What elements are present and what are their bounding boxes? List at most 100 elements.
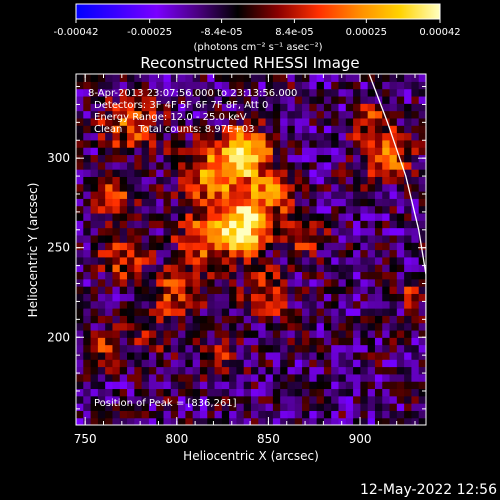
heatmap-cell [207, 256, 216, 265]
heatmap-cell [258, 395, 267, 404]
heatmap-cell [287, 205, 296, 214]
heatmap-cell [404, 176, 413, 185]
heatmap-cell [411, 161, 420, 170]
heatmap-cell [229, 95, 238, 104]
heatmap-cell [418, 81, 426, 90]
heatmap-cell [119, 264, 128, 273]
heatmap-cell [156, 139, 165, 148]
heatmap-cell [251, 103, 259, 112]
heatmap-cell [236, 81, 245, 90]
heatmap-cell [309, 169, 318, 177]
heatmap-cell [112, 161, 121, 170]
heatmap-cell [309, 337, 318, 346]
heatmap-cell [76, 125, 84, 134]
heatmap-cell [251, 249, 259, 258]
heatmap-cell [411, 81, 420, 90]
heatmap-cell [389, 176, 398, 185]
heatmap-cell [345, 139, 354, 148]
heatmap-cell [112, 249, 121, 258]
heatmap-cell [163, 183, 172, 192]
heatmap-cell [229, 315, 238, 324]
heatmap-cell [316, 74, 325, 82]
heatmap-cell [367, 322, 376, 331]
heatmap-cell [345, 373, 354, 382]
heatmap-cell [127, 271, 135, 280]
heatmap-cell [148, 191, 157, 199]
annotation-peak-position: Position of Peak = [836,261] [94, 398, 237, 409]
heatmap-cell [156, 147, 165, 156]
heatmap-cell [323, 220, 332, 229]
heatmap-cell [418, 308, 426, 316]
heatmap-cell [214, 351, 223, 360]
heatmap-cell [382, 300, 391, 309]
heatmap-cell [345, 212, 354, 221]
heatmap-cell [265, 249, 274, 258]
heatmap-cell [258, 351, 267, 360]
heatmap-cell [192, 74, 201, 82]
heatmap-cell [105, 191, 114, 199]
heatmap-cell [178, 373, 186, 382]
heatmap-cell [323, 373, 332, 382]
heatmap-cell [148, 234, 157, 243]
heatmap-cell [243, 315, 252, 324]
heatmap-cell [243, 322, 252, 331]
heatmap-cell [119, 169, 128, 177]
heatmap-cell [243, 329, 252, 338]
heatmap-cell [156, 227, 165, 236]
heatmap-cell [163, 110, 172, 119]
heatmap-cell [258, 381, 267, 390]
heatmap-cell [316, 205, 325, 214]
heatmap-cell [396, 256, 405, 265]
heatmap-cell [396, 161, 405, 170]
heatmap-cell [345, 264, 354, 273]
heatmap-cell [323, 300, 332, 309]
heatmap-cell [382, 373, 391, 382]
heatmap-cell [207, 278, 216, 287]
heatmap-cell [345, 351, 354, 360]
heatmap-cell [243, 212, 252, 221]
heatmap-cell [251, 315, 259, 324]
heatmap-cell [229, 139, 238, 148]
heatmap-cell [141, 212, 150, 221]
heatmap-cell [367, 110, 376, 119]
heatmap-cell [287, 154, 296, 163]
heatmap-cell [119, 242, 128, 251]
heatmap-cell [214, 271, 223, 280]
heatmap-cell [229, 403, 238, 411]
heatmap-cell [302, 293, 310, 302]
heatmap-cell [287, 220, 296, 229]
heatmap-cell [331, 139, 340, 148]
heatmap-cell [258, 278, 267, 287]
heatmap-cell [265, 271, 274, 280]
heatmap-cell [105, 176, 114, 185]
heatmap-cell [418, 381, 426, 390]
heatmap-cell [345, 381, 354, 390]
heatmap-cell [119, 417, 128, 425]
heatmap-cell [134, 329, 143, 338]
heatmap-cell [178, 154, 186, 163]
heatmap-cell [367, 359, 376, 368]
heatmap-cell [243, 183, 252, 192]
heatmap-cell [243, 242, 252, 251]
heatmap-cell [76, 278, 84, 287]
heatmap-cell [272, 147, 281, 156]
heatmap-cell [97, 191, 106, 199]
heatmap-cell [112, 373, 121, 382]
heatmap-cell [265, 403, 274, 411]
heatmap-cell [396, 286, 405, 294]
heatmap-cell [280, 110, 289, 119]
heatmap-cell [396, 103, 405, 112]
heatmap-cell [127, 154, 135, 163]
heatmap-cell [367, 212, 376, 221]
heatmap-cell [338, 293, 347, 302]
heatmap-cell [345, 366, 354, 375]
heatmap-cell [83, 154, 92, 163]
heatmap-cell [389, 110, 398, 119]
heatmap-cell [156, 395, 165, 404]
heatmap-cell [229, 417, 238, 425]
heatmap-cell [294, 234, 303, 243]
heatmap-cell [119, 293, 128, 302]
heatmap-cell [331, 315, 340, 324]
heatmap-cell [294, 132, 303, 141]
heatmap-cell [119, 351, 128, 360]
